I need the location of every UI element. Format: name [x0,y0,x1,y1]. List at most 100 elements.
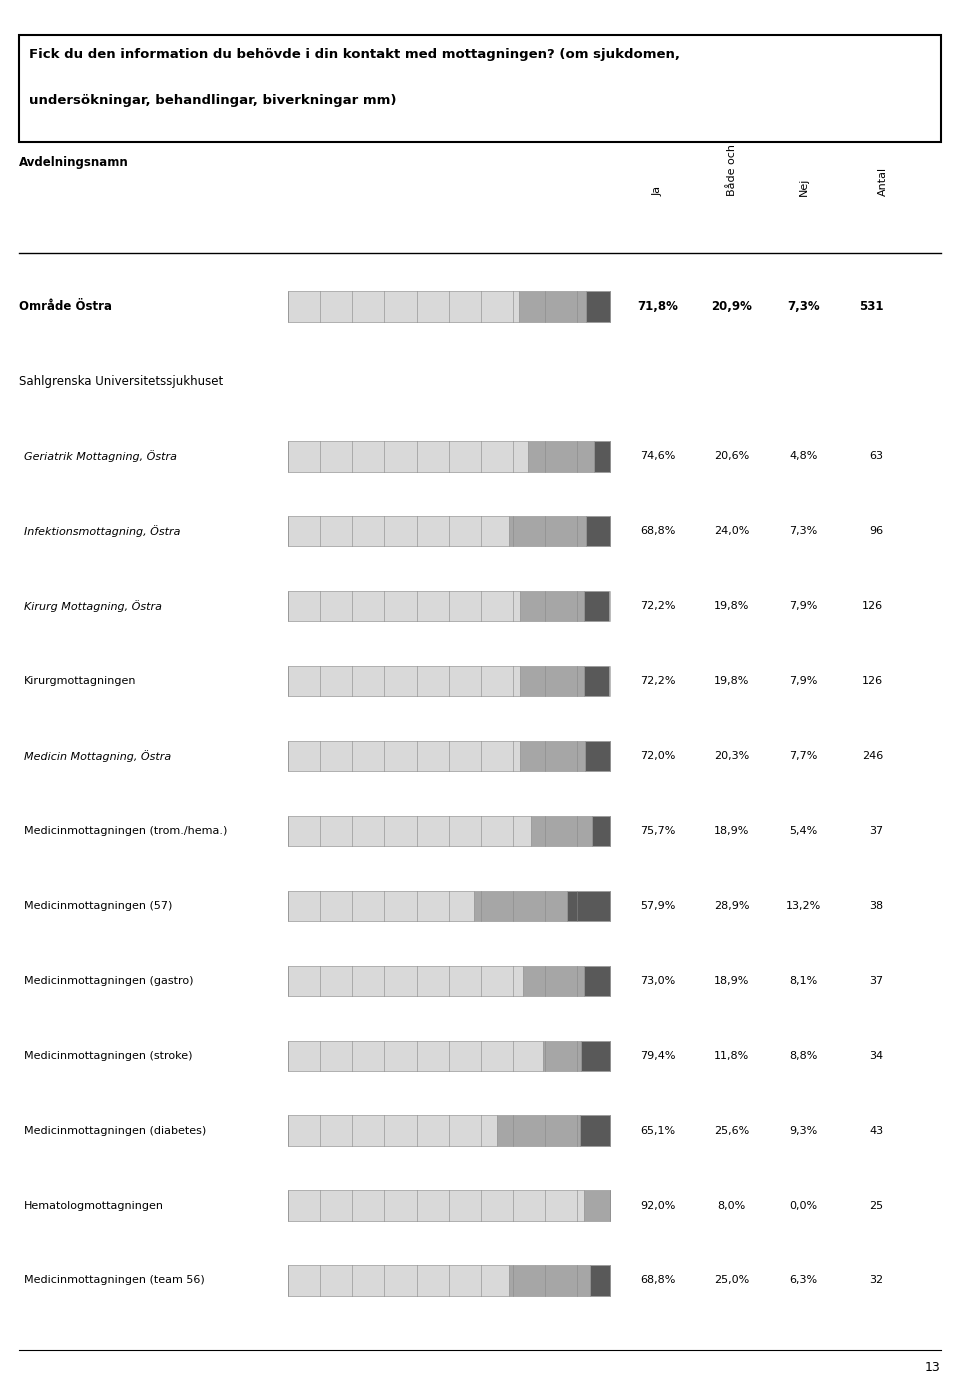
Text: 7,9%: 7,9% [789,602,818,611]
Bar [594,442,610,472]
Bar [288,890,474,920]
Text: 72,0%: 72,0% [640,751,675,760]
Text: Sahlgrenska Universitetssjukhuset: Sahlgrenska Universitetssjukhuset [19,375,224,388]
Text: Både och: Både och [727,144,736,196]
Bar [585,741,610,771]
Text: Kirurg Mottagning, Östra: Kirurg Mottagning, Östra [24,600,162,613]
Text: 126: 126 [862,602,883,611]
Text: 25,0%: 25,0% [714,1275,749,1285]
Text: 19,8%: 19,8% [714,602,749,611]
Text: 25: 25 [869,1201,883,1210]
Text: 57,9%: 57,9% [640,901,675,911]
Text: 28,9%: 28,9% [714,901,749,911]
Text: 0,0%: 0,0% [789,1201,818,1210]
Text: 19,8%: 19,8% [714,676,749,686]
Text: 79,4%: 79,4% [640,1050,675,1061]
Bar [288,291,519,322]
Text: 32: 32 [869,1275,883,1285]
Bar [288,1041,543,1071]
Text: 73,0%: 73,0% [640,976,675,985]
Text: 531: 531 [858,299,883,313]
Text: 68,8%: 68,8% [640,526,675,537]
Text: 96: 96 [869,526,883,537]
Bar [19,34,941,142]
Text: 4,8%: 4,8% [789,451,818,461]
Text: 18,9%: 18,9% [714,976,749,985]
Text: Område Östra: Område Östra [19,299,112,313]
Text: 18,9%: 18,9% [714,827,749,836]
Bar [584,1191,610,1221]
Text: 75,7%: 75,7% [640,827,675,836]
Bar [528,442,594,472]
Text: Nej: Nej [799,178,808,196]
Text: 72,2%: 72,2% [640,676,675,686]
Bar [288,1191,584,1221]
Text: 34: 34 [869,1050,883,1061]
Text: 8,0%: 8,0% [717,1201,746,1210]
Bar [288,1265,509,1296]
Text: 25,6%: 25,6% [714,1126,749,1136]
Bar [587,291,610,322]
Text: Ja: Ja [653,186,662,196]
Text: Geriatrik Mottagning, Östra: Geriatrik Mottagning, Östra [24,450,177,462]
Text: 5,4%: 5,4% [789,827,818,836]
Text: Fick du den information du behövde i din kontakt med mottagningen? (om sjukdomen: Fick du den information du behövde i din… [29,48,680,61]
Bar [497,1115,580,1145]
Text: 71,8%: 71,8% [637,299,678,313]
Bar [523,966,584,996]
Text: undersökningar, behandlingar, biverkningar mm): undersökningar, behandlingar, biverkning… [29,94,396,106]
Text: 6,3%: 6,3% [789,1275,818,1285]
Text: Medicinmottagningen (team 56): Medicinmottagningen (team 56) [24,1275,204,1285]
Text: Medicinmottagningen (trom./hema.): Medicinmottagningen (trom./hema.) [24,827,228,836]
Text: 20,3%: 20,3% [714,751,749,760]
Bar [509,1265,589,1296]
Bar [288,966,523,996]
Text: 37: 37 [869,827,883,836]
Text: Antal: Antal [878,167,888,196]
Bar [589,1265,610,1296]
Text: 7,9%: 7,9% [789,676,818,686]
Text: 20,6%: 20,6% [714,451,749,461]
Text: 43: 43 [869,1126,883,1136]
Text: 246: 246 [862,751,883,760]
Text: Medicinmottagningen (gastro): Medicinmottagningen (gastro) [24,976,194,985]
Bar [519,291,587,322]
Bar [474,890,567,920]
Text: 92,0%: 92,0% [640,1201,675,1210]
Text: 38: 38 [869,901,883,911]
Text: 8,8%: 8,8% [789,1050,818,1061]
Text: Medicinmottagningen (57): Medicinmottagningen (57) [24,901,173,911]
Bar [288,516,509,546]
Text: Hematologmottagningen: Hematologmottagningen [24,1201,164,1210]
Bar [288,591,520,621]
Text: 11,8%: 11,8% [714,1050,749,1061]
Text: 8,1%: 8,1% [789,976,818,985]
Bar [509,516,587,546]
Bar [592,816,610,846]
Bar [520,667,584,697]
Text: 63: 63 [869,451,883,461]
Text: 13,2%: 13,2% [786,901,821,911]
Bar [532,816,592,846]
Text: Infektionsmottagning, Östra: Infektionsmottagning, Östra [24,526,180,537]
Text: 68,8%: 68,8% [640,1275,675,1285]
Bar [520,591,584,621]
Bar [288,816,532,846]
Text: 7,3%: 7,3% [789,526,818,537]
Text: 7,3%: 7,3% [787,299,820,313]
Bar [587,516,610,546]
Bar [288,442,528,472]
Bar [567,890,610,920]
Bar [543,1041,582,1071]
Bar [519,741,585,771]
Bar [584,966,610,996]
Bar [288,1115,497,1145]
Text: Avdelningsnamn: Avdelningsnamn [19,156,129,168]
Text: 9,3%: 9,3% [789,1126,818,1136]
Text: Kirurgmottagningen: Kirurgmottagningen [24,676,136,686]
Bar [584,667,610,697]
Text: 74,6%: 74,6% [640,451,675,461]
Text: 65,1%: 65,1% [640,1126,675,1136]
Text: 7,7%: 7,7% [789,751,818,760]
Text: 72,2%: 72,2% [640,602,675,611]
